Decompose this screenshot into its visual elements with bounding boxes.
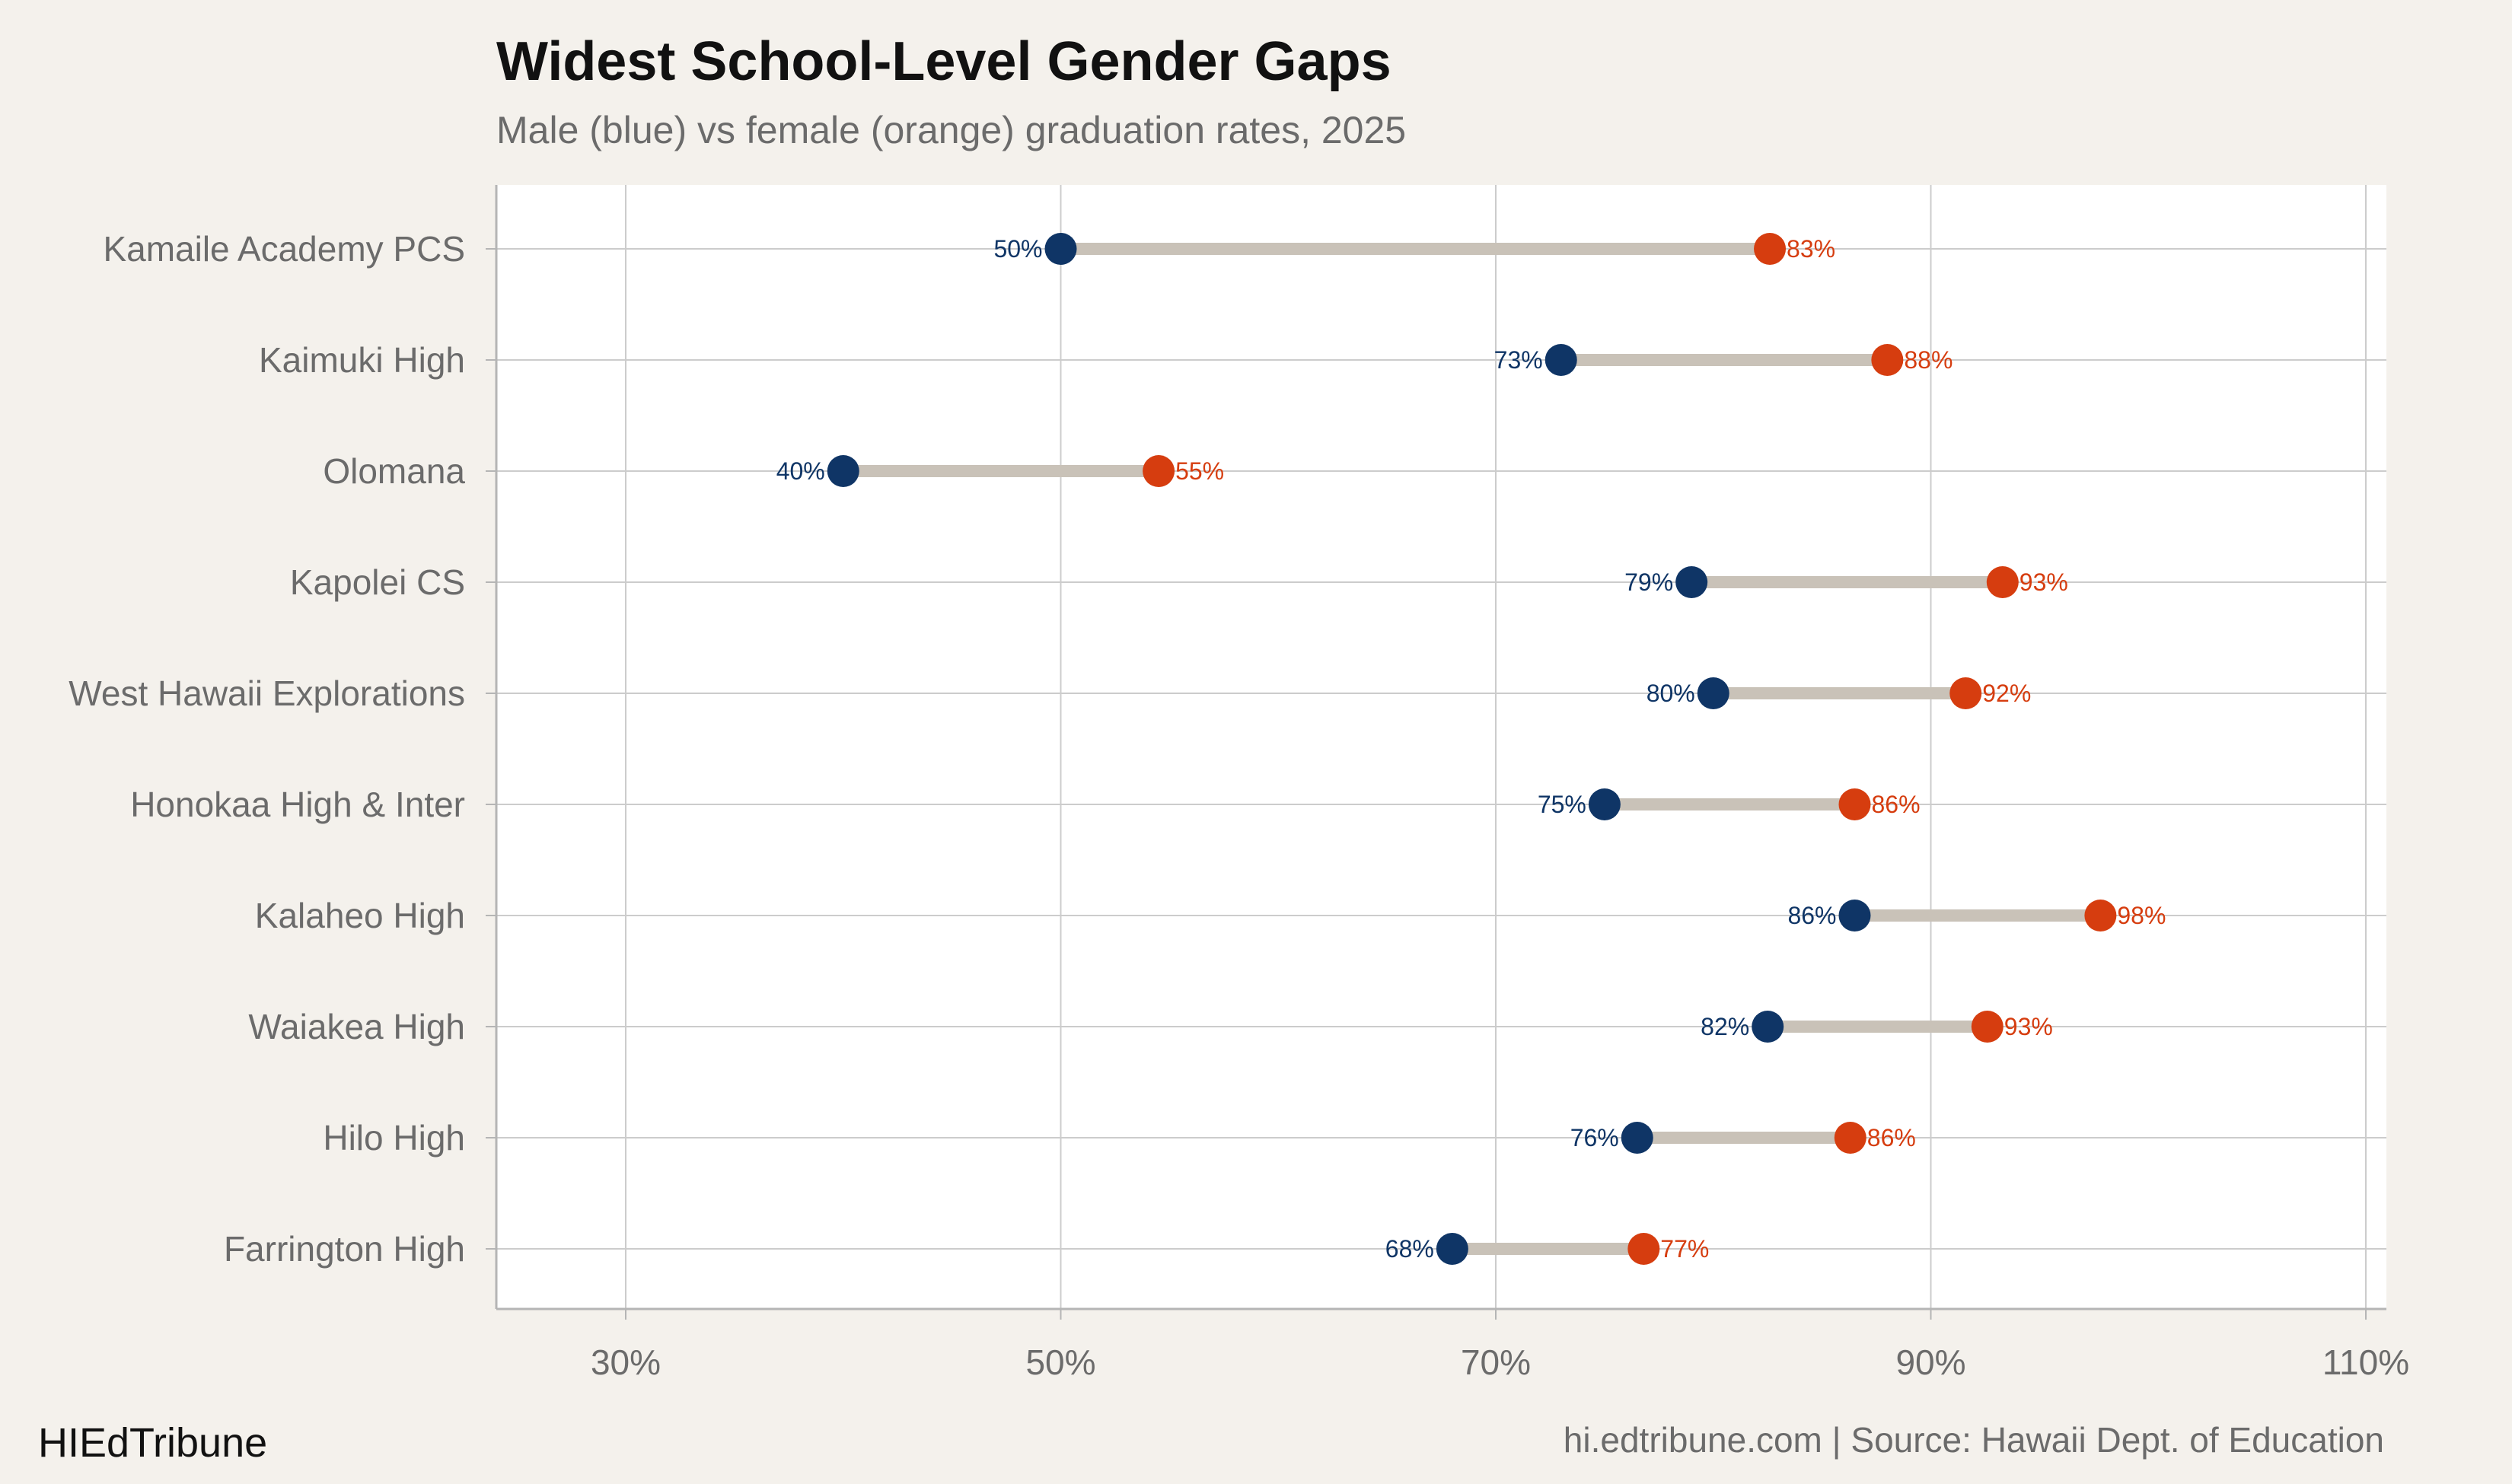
male-value-label: 68% bbox=[1385, 1235, 1434, 1263]
female-series bbox=[1143, 233, 2117, 1265]
female-value-label: 92% bbox=[1982, 680, 2031, 707]
male-value-label: 76% bbox=[1570, 1124, 1619, 1151]
x-gridlines bbox=[625, 185, 2367, 1309]
dumbbell-chart: Kamaile Academy PCS Kaimuki High Olomana Ka… bbox=[69, 185, 2409, 1382]
male-value-label: 79% bbox=[1624, 568, 1673, 596]
female-point bbox=[1871, 344, 1904, 376]
female-point bbox=[1949, 677, 1982, 709]
x-tick-label: 30% bbox=[591, 1342, 661, 1382]
chart-title: Widest School-Level Gender Gaps bbox=[496, 31, 1391, 92]
female-value-label: 98% bbox=[2117, 902, 2166, 929]
category-label: Kamaile Academy PCS bbox=[103, 229, 465, 269]
male-value-label: 75% bbox=[1538, 791, 1586, 818]
chart-subtitle: Male (blue) vs female (orange) graduatio… bbox=[496, 109, 1407, 151]
female-point bbox=[1834, 1122, 1866, 1154]
female-point bbox=[1627, 1233, 1660, 1265]
male-point bbox=[1752, 1011, 1784, 1043]
male-point bbox=[1044, 233, 1077, 265]
male-point bbox=[1544, 344, 1577, 376]
male-value-label: 50% bbox=[993, 235, 1042, 263]
category-label: Kapolei CS bbox=[290, 562, 465, 602]
male-point bbox=[1675, 566, 1708, 598]
y-gridlines bbox=[496, 248, 2386, 1250]
category-label: Hilo High bbox=[323, 1118, 465, 1158]
male-value-label: 80% bbox=[1647, 680, 1695, 707]
category-label: Farrington High bbox=[224, 1229, 465, 1269]
x-tick-label: 70% bbox=[1461, 1342, 1531, 1382]
brand-logo-text: HIEdTribune bbox=[38, 1420, 268, 1466]
male-point bbox=[1697, 677, 1729, 709]
category-label: Kalaheo High bbox=[255, 896, 465, 935]
category-label: Olomana bbox=[323, 451, 465, 491]
x-axis-labels: 30% 50% 70% 90% 110% bbox=[591, 1342, 2409, 1382]
male-value-label: 40% bbox=[776, 457, 825, 485]
female-value-label: 93% bbox=[2019, 568, 2068, 596]
male-point bbox=[1588, 788, 1621, 820]
female-point bbox=[1986, 566, 2019, 598]
female-point bbox=[1971, 1011, 2004, 1043]
female-value-label: 86% bbox=[1871, 791, 1920, 818]
category-label: West Hawaii Explorations bbox=[69, 674, 465, 713]
x-axis-ticks bbox=[625, 1309, 2367, 1320]
male-point bbox=[1621, 1122, 1653, 1154]
male-value-label: 86% bbox=[1787, 902, 1836, 929]
category-label: Waiakea High bbox=[248, 1007, 465, 1046]
category-label: Honokaa High & Inter bbox=[130, 785, 465, 824]
source-caption: hi.edtribune.com | Source: Hawaii Dept. … bbox=[1563, 1420, 2384, 1460]
female-value-label: 88% bbox=[1904, 346, 1953, 374]
male-point bbox=[1436, 1233, 1468, 1265]
female-point bbox=[1754, 233, 1787, 265]
category-label: Kaimuki High bbox=[259, 340, 465, 380]
female-value-label: 83% bbox=[1787, 235, 1835, 263]
female-value-label: 93% bbox=[2004, 1013, 2053, 1040]
female-value-label: 86% bbox=[1867, 1124, 1916, 1151]
x-tick-label: 110% bbox=[2322, 1342, 2409, 1382]
male-series bbox=[827, 233, 1871, 1265]
female-value-label: 77% bbox=[1660, 1235, 1709, 1263]
x-tick-label: 90% bbox=[1895, 1342, 1965, 1382]
plot-panel bbox=[496, 185, 2386, 1309]
male-value-labels: 50% 73% 40% 79% 80% 75% 86% 82% 76% 68% bbox=[776, 235, 1837, 1263]
female-value-label: 55% bbox=[1175, 457, 1224, 485]
female-point bbox=[2084, 900, 2117, 931]
x-tick-label: 50% bbox=[1025, 1342, 1095, 1382]
connector-bars bbox=[843, 243, 2101, 1255]
female-value-labels: 83% 88% 55% 93% 92% 86% 98% 93% 86% 77% bbox=[1175, 235, 2166, 1263]
female-point bbox=[1838, 788, 1871, 820]
male-value-label: 82% bbox=[1701, 1013, 1749, 1040]
y-axis-ticks bbox=[486, 248, 496, 1250]
female-point bbox=[1143, 455, 1175, 487]
y-axis-labels: Kamaile Academy PCS Kaimuki High Olomana Ka… bbox=[69, 229, 465, 1269]
male-point bbox=[827, 455, 859, 487]
male-point bbox=[1838, 900, 1871, 931]
male-value-label: 73% bbox=[1494, 346, 1543, 374]
